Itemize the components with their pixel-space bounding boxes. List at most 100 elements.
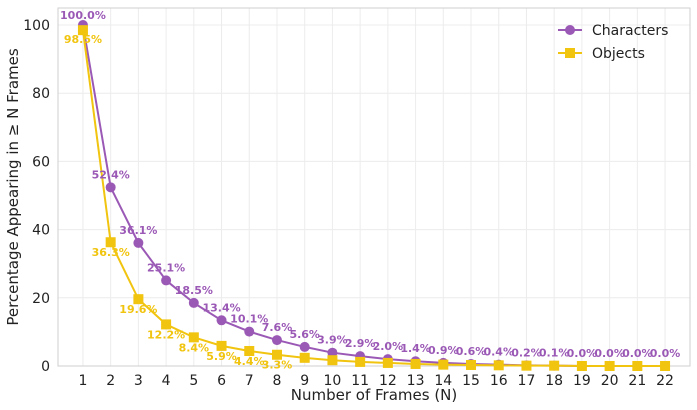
data-label: 0.0% [622, 347, 653, 360]
data-point [188, 297, 199, 308]
data-label: 5.9% [206, 350, 237, 363]
data-label: 19.6% [119, 303, 157, 316]
data-point [438, 359, 449, 370]
data-point [188, 332, 199, 343]
y-tick-label: 80 [32, 86, 50, 102]
data-point [105, 182, 116, 193]
x-tick-label: 12 [379, 373, 397, 389]
x-tick-label: 18 [545, 373, 563, 389]
data-label: 0.0% [594, 347, 625, 360]
legend-item: Objects [558, 46, 645, 62]
y-axis-title: Percentage Appearing in ≥ N Frames [4, 48, 22, 326]
data-label: 1.4% [400, 342, 431, 355]
data-point [327, 355, 338, 366]
x-tick-label: 21 [628, 373, 646, 389]
data-label: 2.0% [373, 340, 404, 353]
y-tick-label: 40 [32, 223, 50, 239]
data-point [660, 361, 671, 371]
x-tick-label: 16 [490, 373, 508, 389]
data-point [244, 345, 255, 356]
data-label: 36.1% [119, 224, 157, 237]
x-tick-label: 2 [106, 373, 115, 389]
data-label: 10.1% [230, 313, 268, 326]
data-label: 0.0% [567, 347, 598, 360]
x-axis-title: Number of Frames (N) [291, 386, 458, 404]
y-tick-label: 60 [32, 154, 50, 170]
legend-label: Objects [592, 46, 645, 62]
series-line [81, 24, 666, 367]
data-point [216, 340, 227, 351]
data-label: 3.9% [317, 334, 348, 347]
legend-item: Characters [558, 23, 668, 39]
x-tick-label: 17 [518, 373, 536, 389]
x-tick-label: 20 [601, 373, 619, 389]
data-label: 52.4% [92, 168, 130, 181]
legend: Characters Objects [558, 23, 668, 62]
legend-label: Characters [592, 23, 668, 39]
data-point [355, 356, 366, 367]
data-label: 3.3% [262, 359, 293, 372]
data-label: 12.2% [147, 328, 185, 341]
data-point [632, 361, 643, 371]
data-label: 98.5% [64, 33, 102, 46]
x-tick-label: 3 [134, 373, 143, 389]
data-point [549, 360, 560, 371]
data-label: 0.0% [650, 347, 681, 360]
series-line [81, 30, 666, 367]
data-label: 0.9% [428, 344, 459, 357]
data-point [105, 237, 116, 248]
data-point [271, 349, 282, 360]
x-tick-label: 10 [324, 373, 342, 389]
data-labels: 100.0% 52.4% 36.1% 25.1% 18.5% 13.4%10.1%7.6%… [60, 9, 680, 372]
data-point [216, 315, 227, 326]
data-point [576, 361, 587, 371]
x-tick-label: 5 [189, 373, 198, 389]
data-point [327, 347, 338, 358]
data-point [161, 275, 172, 286]
grid [58, 8, 690, 367]
data-point [382, 357, 393, 368]
data-point [133, 294, 144, 305]
series-objects [77, 25, 671, 371]
data-point [77, 25, 88, 36]
y-tick-label: 20 [32, 291, 50, 307]
data-point [604, 361, 615, 371]
data-label: 18.5% [175, 284, 213, 297]
x-tick-label: 13 [407, 373, 425, 389]
data-point [161, 319, 172, 330]
data-point [493, 360, 504, 371]
data-point [299, 341, 310, 352]
x-tick-label: 6 [217, 373, 226, 389]
data-point [244, 326, 255, 337]
legend-marker [565, 25, 575, 35]
x-tick-label: 19 [573, 373, 591, 389]
x-tick-label: 1 [78, 373, 87, 389]
data-label: 8.4% [179, 341, 210, 354]
data-point [466, 359, 477, 370]
y-tick-label: 0 [41, 359, 50, 375]
data-point [410, 358, 421, 369]
data-label: 13.4% [202, 301, 240, 314]
data-label: 0.6% [456, 345, 487, 358]
x-tick-label: 11 [351, 373, 369, 389]
series-layer [77, 20, 671, 371]
data-point [521, 360, 532, 371]
data-label: 7.6% [262, 321, 293, 334]
data-point [299, 352, 310, 363]
data-label: 0.1% [539, 347, 570, 360]
x-tick-label: 8 [273, 373, 282, 389]
x-tick-label: 9 [300, 373, 309, 389]
x-tick-label: 14 [434, 373, 452, 389]
plot-area-frame [57, 7, 691, 367]
y-tick-label: 100 [23, 18, 50, 34]
series-characters [77, 20, 671, 371]
data-label: 5.6% [289, 328, 320, 341]
x-tick-label: 15 [462, 373, 480, 389]
data-label: 25.1% [147, 261, 185, 274]
x-tick-label: 22 [656, 373, 674, 389]
data-label: 100.0% [60, 9, 106, 22]
x-tick-label: 7 [245, 373, 254, 389]
